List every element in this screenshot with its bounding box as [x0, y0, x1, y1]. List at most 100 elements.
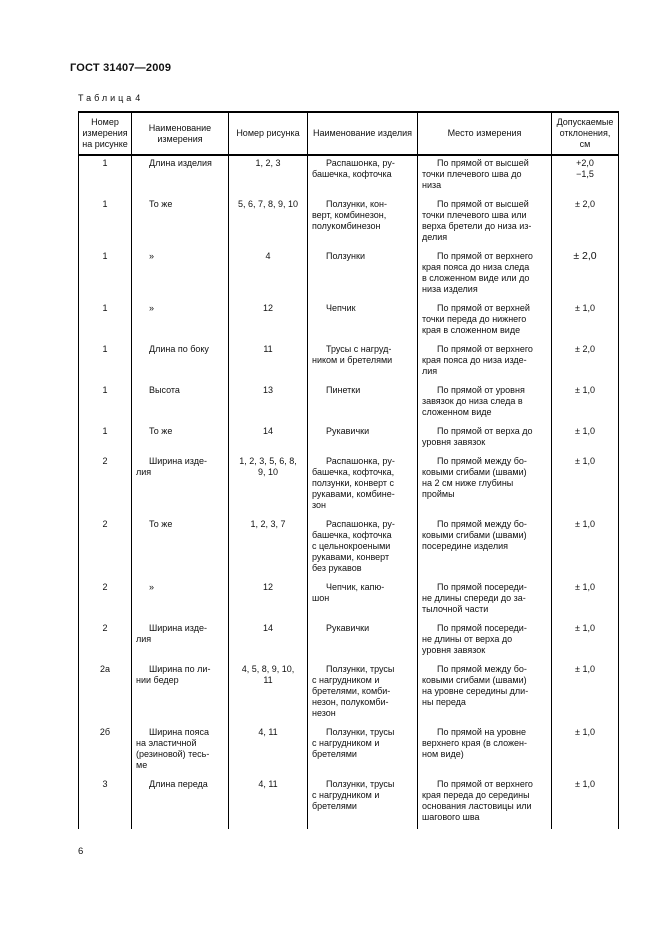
cell-figure-number: 5, 6, 7, 8, 9, 10: [228, 197, 308, 249]
cell-tolerance: ± 1,0: [551, 777, 619, 829]
cell-figure-number: 1, 2, 3, 7: [228, 517, 308, 580]
cell-measure-place: По прямой от верхнего края пояса до низа…: [417, 249, 552, 301]
cell-measure-name: Ширина пояса на эластичной (резиновой) т…: [131, 725, 229, 777]
header-tolerance: Допускаемые отклонения, см: [551, 111, 619, 156]
cell-measure-name: Ширина изде- лия: [131, 621, 229, 662]
cell-tolerance: ± 1,0: [551, 301, 619, 342]
table-row: 1 » 12 Чепчик По прямой от верхней точки…: [78, 301, 619, 342]
cell-measure-name: Длина изделия: [131, 155, 229, 197]
table-row: 1 » 4 Ползунки По прямой от верхнего кра…: [78, 249, 619, 301]
cell-product-name: Рукавички: [307, 621, 418, 662]
cell-figure-number: 12: [228, 580, 308, 621]
cell-measure-name: Высота: [131, 383, 229, 424]
cell-measure-name: То же: [131, 517, 229, 580]
cell-product-name: Трусы с нагруд- ником и бретелями: [307, 342, 418, 383]
table-row: 2б Ширина пояса на эластичной (резиновой…: [78, 725, 619, 777]
cell-measure-name: То же: [131, 424, 229, 454]
cell-figure-number: 13: [228, 383, 308, 424]
table-row: 2а Ширина по ли- нии бедер 4, 5, 8, 9, 1…: [78, 662, 619, 725]
cell-tolerance: ± 2,0: [551, 197, 619, 249]
cell-measure-place: По прямой от верха до уровня завязок: [417, 424, 552, 454]
page-number: 6: [78, 846, 84, 857]
cell-figure-number: 1, 2, 3: [228, 155, 308, 197]
cell-measure-place: По прямой между бо- ковыми сгибами (швам…: [417, 662, 552, 725]
cell-measure-number: 2: [78, 621, 132, 662]
cell-tolerance: ± 1,0: [551, 454, 619, 517]
table-body: 1 Длина изделия 1, 2, 3 Распашонка, ру- …: [78, 155, 619, 829]
cell-product-name: Ползунки, трусы с нагрудником и бретелям…: [307, 662, 418, 725]
cell-measure-name: Длина переда: [131, 777, 229, 829]
cell-measure-name: Ширина по ли- нии бедер: [131, 662, 229, 725]
cell-measure-place: По прямой на уровне верхнего края (в сло…: [417, 725, 552, 777]
header-figure-number: Номер рисунка: [228, 111, 308, 156]
cell-measure-number: 2: [78, 454, 132, 517]
cell-measure-place: По прямой от верхнего края пояса до низа…: [417, 342, 552, 383]
cell-tolerance: ± 2,0: [551, 342, 619, 383]
cell-measure-place: По прямой от высшей точки плечевого шва …: [417, 197, 552, 249]
cell-product-name: Рукавички: [307, 424, 418, 454]
cell-product-name: Пинетки: [307, 383, 418, 424]
table-row: 1 То же 5, 6, 7, 8, 9, 10 Ползунки, кон-…: [78, 197, 619, 249]
cell-figure-number: 14: [228, 424, 308, 454]
cell-tolerance: ± 2,0: [551, 249, 619, 301]
standard-number: ГОСТ 31407—2009: [70, 62, 172, 74]
cell-measure-number: 2: [78, 517, 132, 580]
table-header-row: Номер измерения на рисунке Наименование …: [78, 111, 619, 156]
cell-tolerance: ± 1,0: [551, 383, 619, 424]
cell-measure-place: По прямой посереди- не длины от верха до…: [417, 621, 552, 662]
cell-product-name: Ползунки, кон- верт, комбинезон, полуком…: [307, 197, 418, 249]
cell-measure-number: 1: [78, 424, 132, 454]
table-row: 1 То же 14 Рукавички По прямой от верха …: [78, 424, 619, 454]
cell-measure-place: По прямой от высшей точки плечевого шва …: [417, 155, 552, 197]
header-measure-place: Место измерения: [417, 111, 552, 156]
header-product-name: Наименование изделия: [307, 111, 418, 156]
cell-measure-number: 1: [78, 301, 132, 342]
table-row: 1 Высота 13 Пинетки По прямой от уровня …: [78, 383, 619, 424]
cell-measure-number: 1: [78, 197, 132, 249]
cell-product-name: Чепчик: [307, 301, 418, 342]
cell-measure-name: То же: [131, 197, 229, 249]
header-measure-name: Наименование измерения: [131, 111, 229, 156]
cell-measure-place: По прямой от уровня завязок до низа след…: [417, 383, 552, 424]
cell-figure-number: 4, 5, 8, 9, 10, 11: [228, 662, 308, 725]
table-caption-number: 4: [135, 93, 141, 103]
cell-measure-name: »: [131, 249, 229, 301]
cell-tolerance: ± 1,0: [551, 517, 619, 580]
cell-measure-place: По прямой между бо- ковыми сгибами (швам…: [417, 454, 552, 517]
table-header: Номер измерения на рисунке Наименование …: [78, 111, 619, 156]
header-measure-number: Номер измерения на рисунке: [78, 111, 132, 156]
cell-product-name: Ползунки, трусы с нагрудником и бретелям…: [307, 725, 418, 777]
cell-measure-number: 1: [78, 342, 132, 383]
cell-figure-number: 1, 2, 3, 5, 6, 8, 9, 10: [228, 454, 308, 517]
cell-measure-place: По прямой от верхней точки переда до ниж…: [417, 301, 552, 342]
table-row: 2 Ширина изде- лия 1, 2, 3, 5, 6, 8, 9, …: [78, 454, 619, 517]
cell-product-name: Чепчик, капю- шон: [307, 580, 418, 621]
cell-measure-number: 3: [78, 777, 132, 829]
cell-measure-number: 1: [78, 155, 132, 197]
cell-measure-number: 1: [78, 383, 132, 424]
cell-measure-number: 2а: [78, 662, 132, 725]
cell-measure-number: 2: [78, 580, 132, 621]
table-row: 2 То же 1, 2, 3, 7 Распашонка, ру- башеч…: [78, 517, 619, 580]
cell-measure-name: Ширина изде- лия: [131, 454, 229, 517]
cell-product-name: Распашонка, ру- башечка, кофточка: [307, 155, 418, 197]
cell-measure-name: »: [131, 580, 229, 621]
cell-measure-name: Длина по боку: [131, 342, 229, 383]
cell-tolerance: ± 1,0: [551, 621, 619, 662]
cell-figure-number: 14: [228, 621, 308, 662]
cell-tolerance: ± 1,0: [551, 662, 619, 725]
cell-measure-name: »: [131, 301, 229, 342]
cell-product-name: Распашонка, ру- башечка, кофточка с цель…: [307, 517, 418, 580]
table-row: 3 Длина переда 4, 11 Ползунки, трусы с н…: [78, 777, 619, 829]
measurements-table: Номер измерения на рисунке Наименование …: [78, 111, 619, 829]
cell-tolerance: +2,0 −1,5: [551, 155, 619, 197]
cell-figure-number: 4, 11: [228, 777, 308, 829]
cell-product-name: Ползунки, трусы с нагрудником и бретелям…: [307, 777, 418, 829]
cell-figure-number: 11: [228, 342, 308, 383]
table-row: 2 Ширина изде- лия 14 Рукавички По прямо…: [78, 621, 619, 662]
cell-measure-number: 1: [78, 249, 132, 301]
cell-measure-place: По прямой посереди- не длины спереди до …: [417, 580, 552, 621]
table-row: 1 Длина по боку 11 Трусы с нагруд- ником…: [78, 342, 619, 383]
table-caption-label: Таблица: [78, 93, 135, 103]
